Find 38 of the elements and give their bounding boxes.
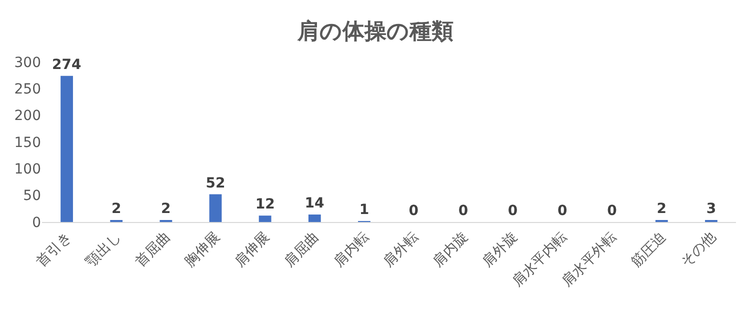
y-tick-label: 100	[14, 162, 41, 178]
data-label: 0	[558, 203, 568, 219]
x-tick-label: 肩伸展	[232, 229, 273, 270]
y-tick-label: 250	[14, 82, 41, 98]
data-label: 2	[111, 201, 122, 217]
x-tick-label: 肩外旋	[480, 229, 521, 270]
data-label: 14	[304, 196, 325, 212]
x-tick-label: 肩内転	[330, 229, 372, 270]
x-tick-label: 肩内旋	[430, 229, 472, 270]
data-label: 52	[206, 175, 226, 192]
y-tick-label: 0	[32, 214, 41, 231]
bar	[308, 214, 321, 222]
x-tick-label: 首引き	[34, 229, 75, 270]
chart-title: 肩の体操の種類	[296, 18, 454, 45]
data-label: 2	[161, 201, 171, 217]
x-tick-label: 首屈曲	[132, 229, 174, 270]
data-label: 1	[359, 202, 370, 218]
data-label: 2	[656, 201, 667, 217]
x-tick-label: 筋圧迫	[628, 229, 670, 270]
y-tick-label: 150	[14, 134, 41, 151]
bar	[258, 216, 272, 222]
data-label: 0	[508, 203, 518, 219]
y-tick-label: 50	[23, 188, 41, 204]
data-label: 0	[458, 203, 468, 219]
x-tick-label: その他	[678, 229, 719, 270]
x-tick-label: 肩外転	[380, 229, 422, 270]
data-label: 3	[706, 201, 716, 217]
data-label: 0	[408, 203, 419, 219]
y-tick-label: 200	[14, 108, 41, 124]
x-tick-label: 顎出し	[83, 229, 124, 270]
y-tick-label: 300	[14, 54, 41, 71]
bar	[209, 194, 222, 222]
x-tick-label: 胸伸展	[182, 229, 224, 270]
data-label: 0	[607, 203, 618, 219]
data-label: 274	[52, 56, 82, 73]
bar	[60, 76, 73, 222]
x-tick-label: 肩屈曲	[281, 229, 322, 270]
data-label: 12	[255, 196, 275, 213]
